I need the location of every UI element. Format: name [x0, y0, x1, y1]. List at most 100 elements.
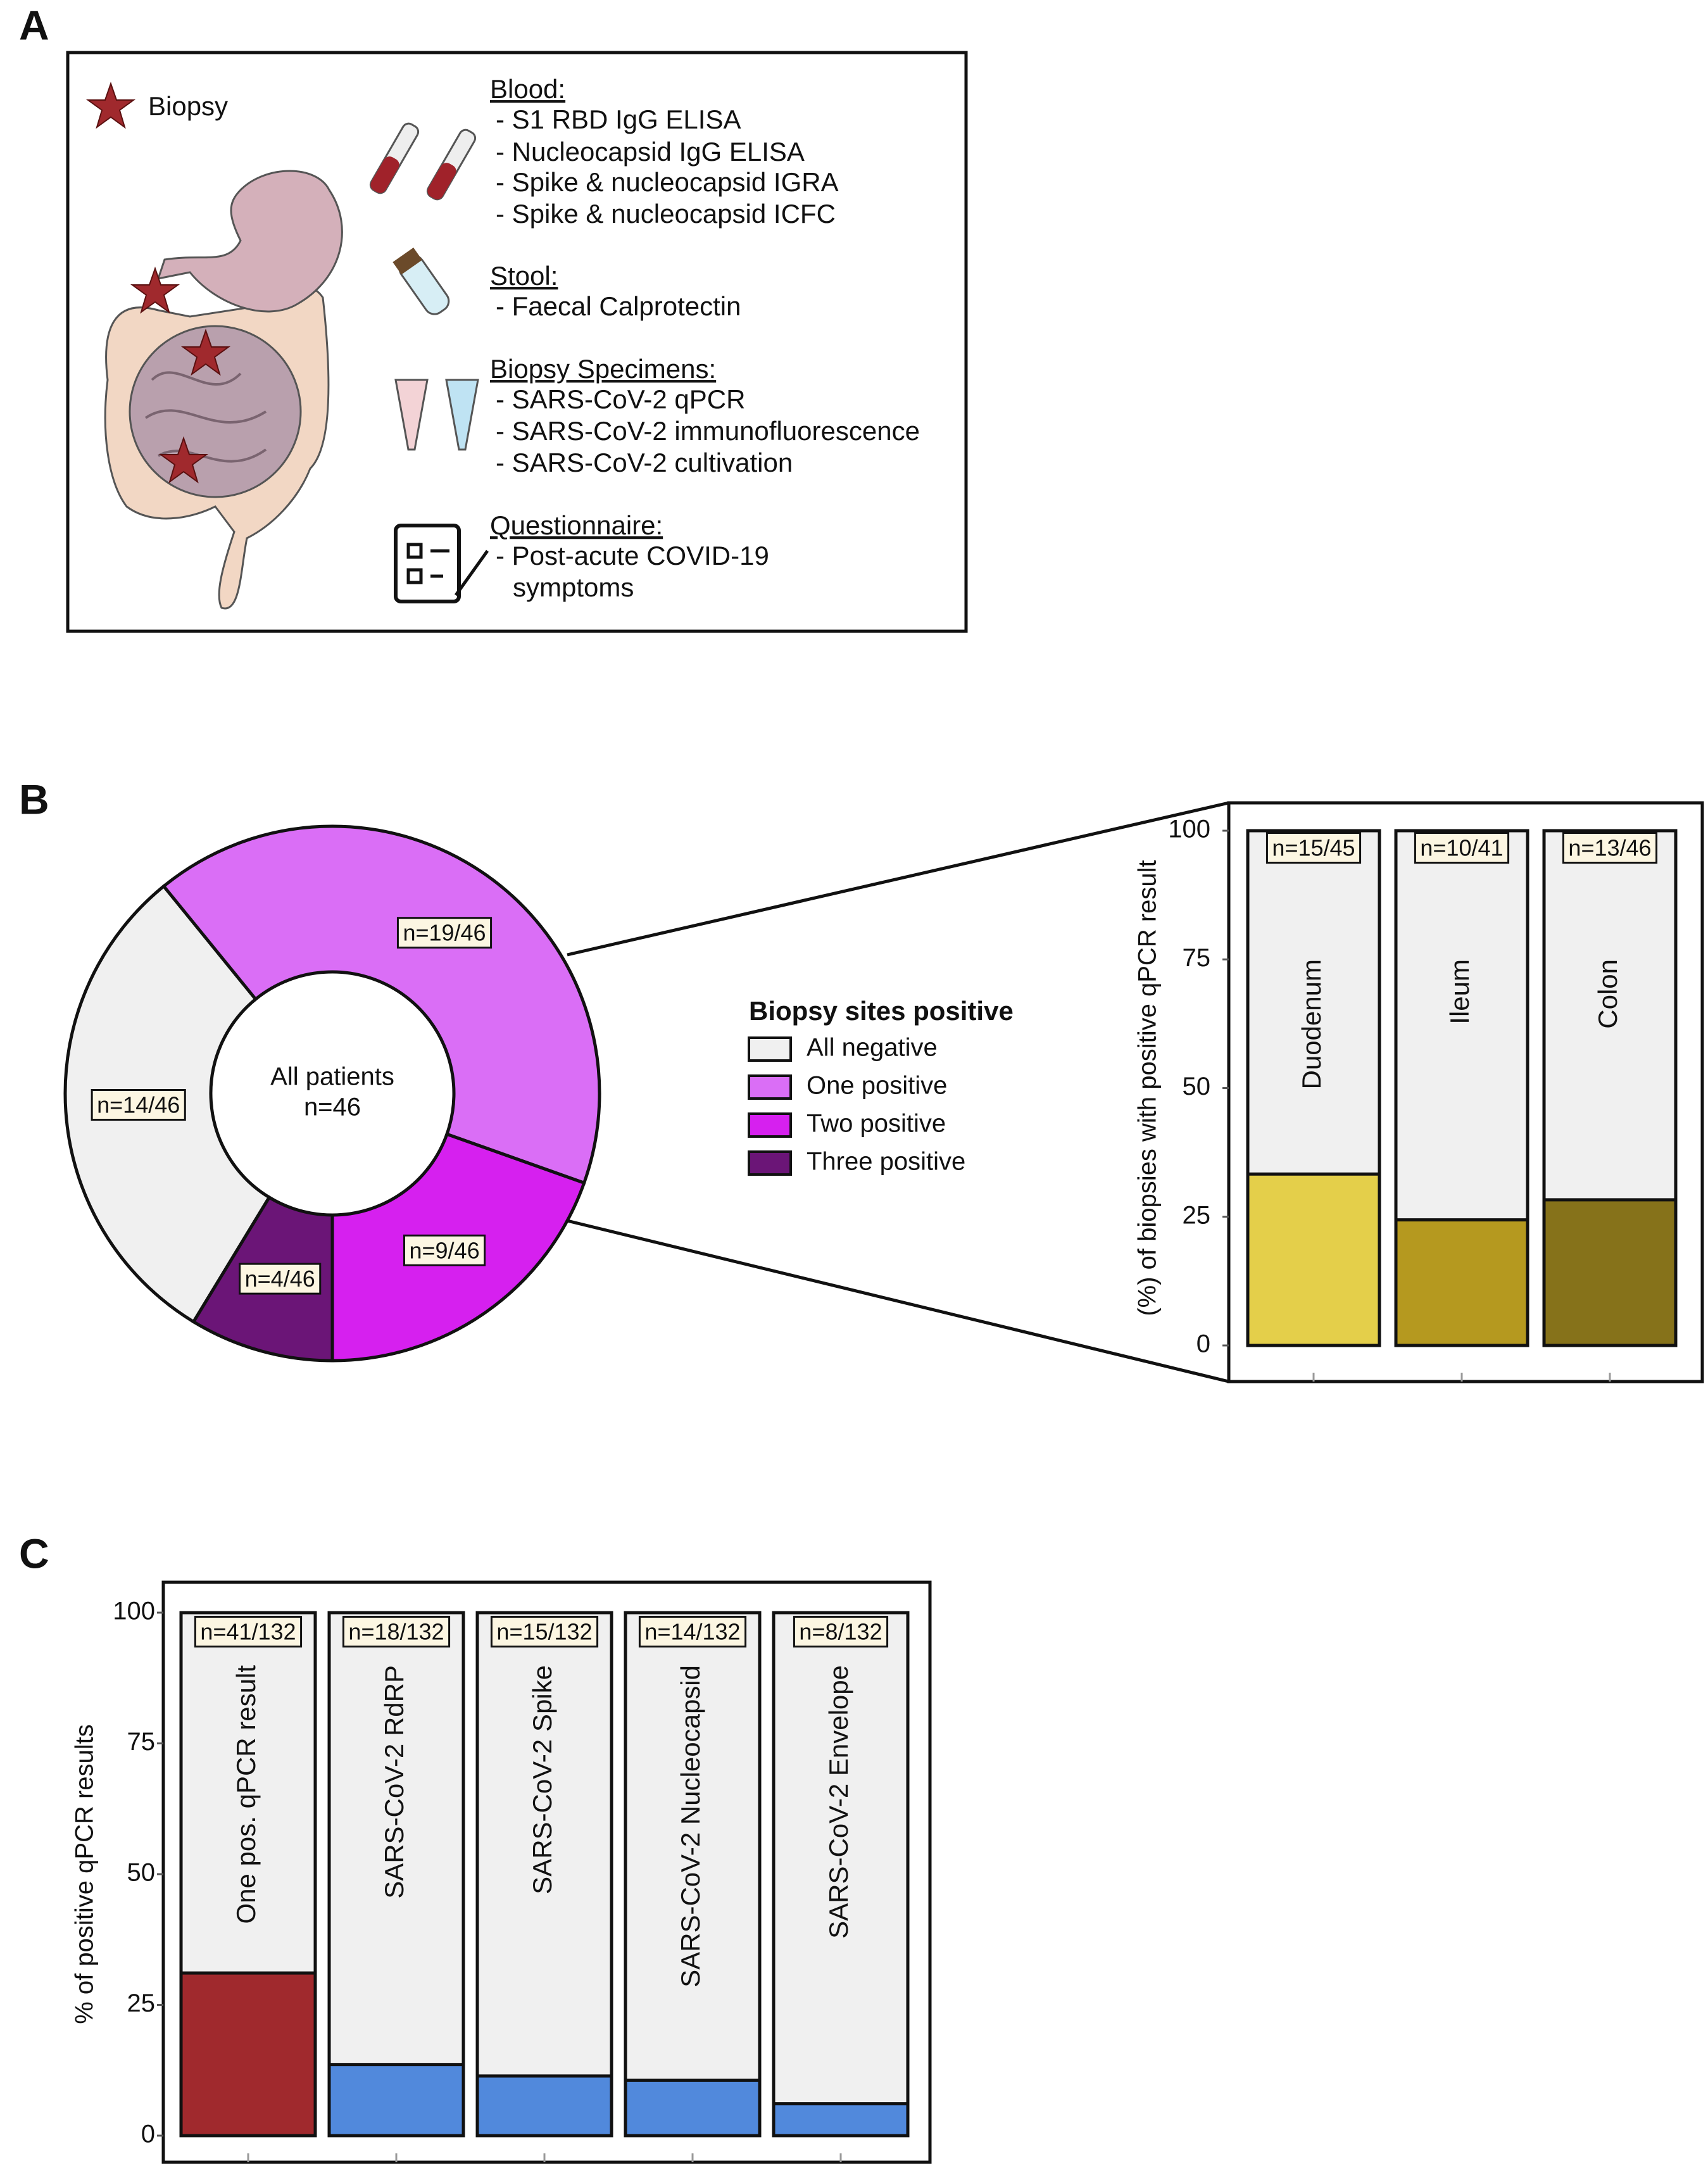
bar	[475, 2074, 613, 2138]
section-item: - SARS-CoV-2 cultivation	[496, 448, 793, 477]
annotation: n=15/132	[496, 1619, 592, 1645]
biopsy-stars	[85, 81, 231, 484]
tube-blood	[370, 156, 399, 193]
star	[130, 266, 180, 314]
y-tick-label: 50	[127, 1859, 156, 1887]
annotation: n=18/132	[348, 1619, 444, 1645]
label-box	[194, 1616, 303, 1648]
bar	[1246, 1172, 1381, 1347]
section-heading: Biopsy Specimens:	[490, 354, 716, 384]
label-box	[1265, 832, 1362, 864]
clipboard	[394, 524, 461, 603]
bar	[624, 2078, 762, 2138]
y-tick-label: 50	[1183, 1073, 1211, 1100]
legend-label: Two positive	[807, 1110, 946, 1138]
label-box	[396, 917, 493, 949]
bar	[327, 2063, 465, 2138]
annotation: n=8/132	[799, 1619, 882, 1645]
y-tick-label: 100	[113, 1597, 155, 1625]
label-box	[490, 1616, 599, 1648]
section-item: symptoms	[513, 572, 634, 602]
column-background	[772, 1611, 910, 2138]
legend-label: One positive	[807, 1072, 947, 1100]
biopsy-legend: Biopsy	[148, 91, 228, 121]
annotation: n=15/45	[1272, 835, 1355, 861]
section-item: - Faecal Calprotectin	[496, 291, 741, 321]
label-box	[638, 1616, 747, 1648]
section-heading: Questionnaire:	[490, 510, 663, 540]
center-text: All patients	[270, 1063, 394, 1091]
bar	[1542, 1198, 1678, 1347]
annotation: n=10/41	[1420, 835, 1503, 861]
section-item: - Spike & nucleocapsid ICFC	[496, 199, 836, 229]
zoom-line	[567, 801, 1229, 957]
category-label: Colon	[1593, 959, 1623, 1029]
section-item: - S1 RBD IgG ELISA	[496, 104, 741, 134]
legend-title: Biopsy sites positive	[749, 996, 1014, 1026]
value-label: n=19/46	[403, 920, 486, 946]
stool-cap	[392, 248, 422, 275]
stomach	[156, 170, 343, 313]
zoom-line	[567, 1219, 1229, 1383]
bar	[772, 2102, 910, 2138]
section-heading: Blood:	[490, 74, 565, 104]
y-axis-label: (%) of biopsies with positive qPCR resul…	[1134, 860, 1162, 1316]
category-label: Duodenum	[1297, 959, 1326, 1089]
y-tick-label: 75	[127, 1728, 156, 1756]
bar	[179, 1971, 317, 2138]
center-text: n=46	[304, 1093, 361, 1121]
column-background	[475, 1611, 613, 2138]
section-heading: Stool:	[490, 261, 558, 291]
label-box	[239, 1263, 322, 1295]
section-item: - SARS-CoV-2 qPCR	[496, 384, 745, 414]
legend-swatch	[748, 1074, 792, 1100]
section-item: - Spike & nucleocapsid IGRA	[496, 167, 839, 197]
label-box	[793, 1616, 889, 1648]
donut-segment	[161, 824, 601, 1185]
panel-label: B	[19, 776, 49, 822]
bar	[1394, 1218, 1529, 1347]
column-background	[327, 1611, 465, 2138]
value-label: n=14/46	[97, 1092, 180, 1118]
value-label: n=9/46	[409, 1237, 479, 1263]
annotation: n=13/46	[1568, 835, 1651, 861]
panel-a-art	[66, 51, 1229, 1383]
star	[180, 328, 231, 376]
label-box	[91, 1088, 186, 1121]
tube-blood	[427, 163, 456, 199]
y-tick-label: 75	[1183, 944, 1211, 972]
vial	[445, 379, 479, 451]
section-item: - SARS-CoV-2 immunofluorescence	[496, 416, 920, 446]
section-item: - Nucleocapsid IgG ELISA	[496, 137, 805, 167]
category-label: SARS-CoV-2 RdRP	[379, 1665, 409, 1899]
blood-tubes	[369, 122, 477, 201]
annotation: n=14/132	[644, 1619, 740, 1645]
vial	[394, 379, 429, 451]
legend-label: Three positive	[807, 1148, 965, 1176]
legend-label: All negative	[807, 1034, 938, 1062]
annotation: n=41/132	[200, 1619, 296, 1645]
y-tick-label: 0	[141, 2120, 155, 2148]
legend-swatch	[748, 1150, 792, 1176]
y-tick-label: 25	[1183, 1201, 1211, 1229]
star	[158, 436, 209, 484]
category-label: SARS-CoV-2 Nucleocapsid	[675, 1665, 705, 1987]
section-item: - Post-acute COVID-19	[496, 541, 769, 570]
category-label: SARS-CoV-2 Spike	[527, 1665, 557, 1894]
value-label: n=4/46	[245, 1266, 315, 1292]
y-tick-label: 100	[1168, 816, 1210, 843]
category-label: SARS-CoV-2 Envelope	[824, 1665, 853, 1939]
category-label: Ileum	[1445, 959, 1474, 1024]
label-box	[342, 1616, 451, 1648]
y-tick-label: 25	[127, 1989, 156, 2017]
panel-label: A	[19, 1, 49, 48]
star	[85, 81, 136, 129]
y-axis-label: % of positive qPCR results	[71, 1724, 99, 2024]
label-box	[1562, 832, 1658, 864]
legend-swatch	[748, 1112, 792, 1138]
legend-swatch	[748, 1036, 792, 1062]
label-box	[1414, 832, 1510, 864]
y-tick-label: 0	[1196, 1330, 1210, 1358]
